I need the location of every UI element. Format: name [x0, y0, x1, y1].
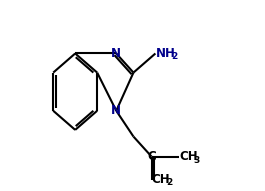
- Text: CH: CH: [152, 173, 170, 186]
- Text: 2: 2: [166, 178, 172, 188]
- Text: CH: CH: [179, 150, 198, 163]
- Text: NH: NH: [155, 47, 175, 60]
- Text: N: N: [111, 47, 121, 60]
- Text: C: C: [147, 150, 156, 163]
- Text: N: N: [111, 104, 121, 117]
- Text: 2: 2: [172, 52, 178, 62]
- Text: 3: 3: [194, 155, 200, 165]
